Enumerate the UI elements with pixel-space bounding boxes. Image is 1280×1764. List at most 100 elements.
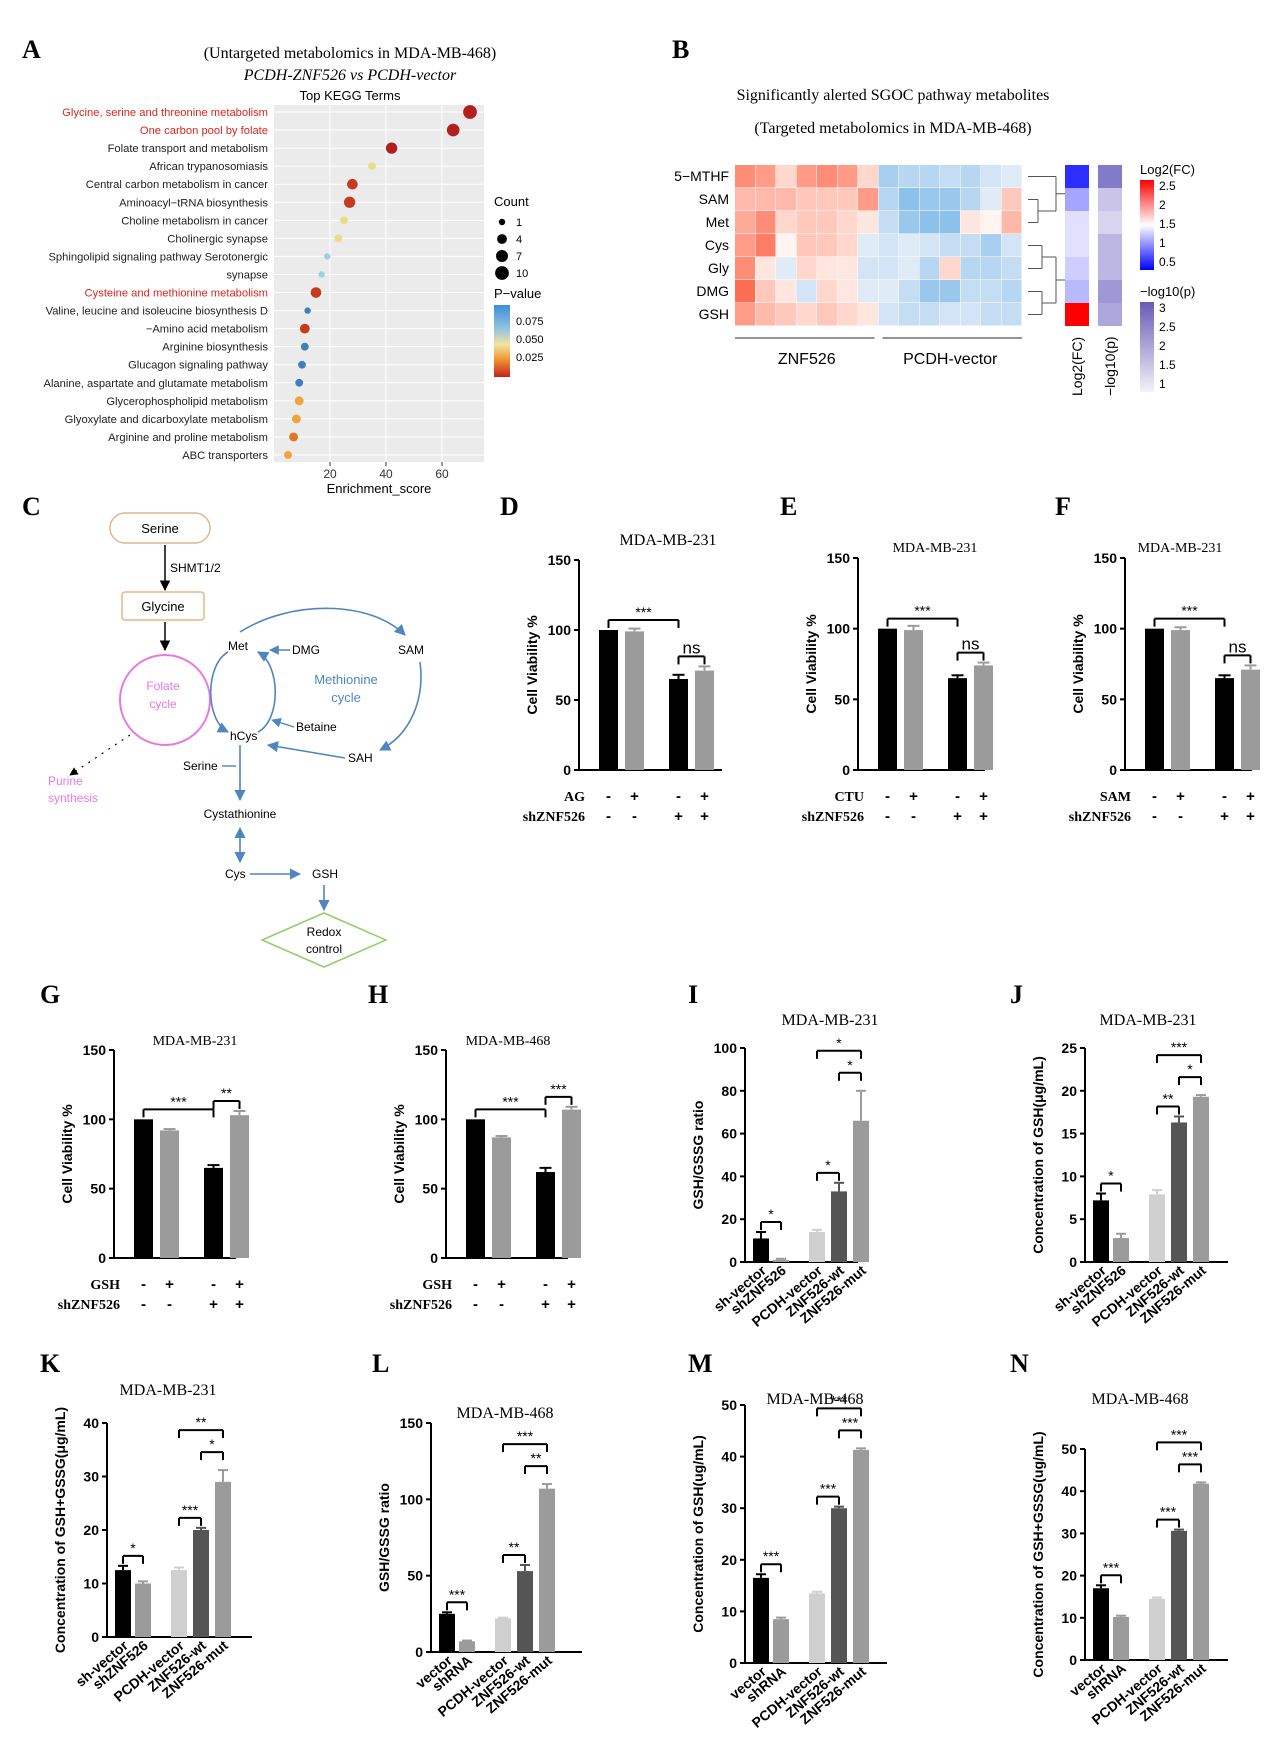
- panel-b-heat-cell: [796, 165, 817, 188]
- panel-b: B Significantly alerted SGOC pathway meta…: [672, 35, 1195, 396]
- sig-label: ***: [1171, 1039, 1188, 1055]
- panel-b-heat-cell: [960, 234, 981, 257]
- panel-b-heat-cell: [899, 165, 919, 188]
- panel-a-xlabel: Enrichment_score: [327, 481, 432, 496]
- y-tick-label: 100: [83, 1111, 107, 1127]
- panel-b-p-legend-title: −log10(p): [1140, 284, 1195, 299]
- panel-b-heat-cell: [776, 188, 796, 211]
- panel-a-dot: [304, 307, 311, 314]
- purine-label: Purine synthesis: [48, 774, 98, 805]
- treatment-sign: +: [567, 1296, 576, 1313]
- panel-a-count-legend-value: 4: [516, 234, 522, 246]
- treatment-label: shZNF526: [58, 1298, 120, 1313]
- panel-b-group-label: PCDH-vector: [903, 351, 998, 368]
- panel-b-row-label: 5−MTHF: [674, 168, 729, 184]
- treatment-label: GSH: [422, 1278, 452, 1293]
- panel-b-p-cell: [1098, 303, 1122, 326]
- panel-b-fc-tick: 0.5: [1159, 255, 1176, 269]
- y-tick-label: 30: [721, 1500, 737, 1516]
- treatment-label: AG: [564, 790, 585, 805]
- panel-title: MDA-MB-231: [153, 1034, 238, 1049]
- panel-a-term-label: Glucagon signaling pathway: [128, 360, 268, 372]
- panel-title: MDA-MB-468: [1092, 1391, 1189, 1408]
- sig-label: *: [1108, 1168, 1114, 1184]
- redox-label: Redox control: [306, 925, 342, 956]
- panel-b-heat-cell: [735, 280, 755, 303]
- panel-b-heat-cell: [940, 165, 960, 188]
- treatment-sign: -: [606, 788, 611, 805]
- sah-node: SAH: [348, 751, 373, 765]
- panel-b-heat-cell: [940, 234, 960, 257]
- panel-a-dot: [295, 378, 304, 387]
- panel-b-heat-cell: [817, 234, 837, 257]
- sig-label: **: [509, 1539, 520, 1555]
- bar: [1241, 669, 1260, 770]
- y-tick-label: 0: [1109, 762, 1117, 778]
- panel-b-heat-cell: [755, 234, 776, 257]
- panel-b-heat-cell: [878, 165, 899, 188]
- panel-a-dot: [463, 105, 477, 119]
- folate-to-purine-arrow: [69, 734, 131, 776]
- panel-b-heat-cell: [1001, 257, 1022, 280]
- y-tick-label: 100: [1094, 621, 1118, 637]
- panel-b-fc-cell: [1065, 303, 1089, 326]
- shmt-label: SHMT1/2: [170, 561, 221, 575]
- panel-b-heat-cell: [878, 303, 899, 326]
- y-tick-label: 0: [1069, 1652, 1077, 1668]
- panel-b-heat-cell: [981, 188, 1001, 211]
- y-tick-label: 50: [721, 1397, 737, 1413]
- y-tick-label: 10: [721, 1603, 737, 1619]
- panel-a-p-legend-value: 0.075: [516, 316, 544, 328]
- panel-n: N MDA-MB-468 0 10 20 30 40 50 Concentration of G…: [1010, 1349, 1228, 1728]
- sig-label: ***: [517, 1428, 534, 1444]
- sig-label: ***: [1171, 1426, 1188, 1442]
- panel-a-title-2: PCDH-ZNF526 vs PCDH-vector: [243, 67, 457, 84]
- panel-b-heat-cell: [837, 211, 858, 234]
- panel-b-p-tick: 2: [1159, 339, 1166, 353]
- methionine-cycle-label: Methionine cycle: [314, 672, 378, 705]
- bar: [1093, 1588, 1109, 1660]
- panel-title: MDA-MB-231: [782, 1012, 879, 1029]
- y-tick-label: 50: [1061, 1441, 1077, 1457]
- bar: [1113, 1238, 1129, 1262]
- treatment-sign: +: [909, 788, 918, 805]
- panel-b-heat-cell: [960, 211, 981, 234]
- panel-letter-k: K: [40, 1349, 61, 1378]
- panel-a-term-label: Aminoacyl−tRNA biosynthesis: [119, 197, 268, 209]
- treatment-sign: -: [1152, 788, 1157, 805]
- bar: [193, 1530, 209, 1637]
- sig-label: ns: [683, 638, 701, 657]
- gsh-node: GSH: [312, 867, 338, 881]
- panel-b-p-tick: 1.5: [1159, 358, 1176, 372]
- panel-b-heat-cell: [1001, 211, 1022, 234]
- panel-b-heat-cell: [940, 211, 960, 234]
- panel-b-heat-cell: [960, 257, 981, 280]
- panel-b-heat-cell: [858, 211, 878, 234]
- y-tick-label: 20: [1061, 1568, 1077, 1584]
- y-axis-label: Concentration of GSH(ug/mL): [690, 1435, 706, 1633]
- treatment-sign: +: [541, 1296, 550, 1313]
- sig-label: ***: [914, 603, 931, 619]
- panel-b-heat-cell: [817, 188, 837, 211]
- y-axis-label: Concentration of GSH+GSSG(μg/mL): [52, 1407, 68, 1653]
- panel-title: MDA-MB-231: [1100, 1012, 1197, 1029]
- sig-label: *: [768, 1206, 774, 1222]
- y-tick-label: 50: [555, 692, 571, 708]
- y-tick-label: 150: [400, 1415, 424, 1431]
- serine-node: Serine: [141, 521, 179, 536]
- sig-label: ***: [1182, 1448, 1199, 1464]
- bar: [809, 1232, 825, 1262]
- panel-b-heat-cell: [981, 303, 1001, 326]
- panel-b-heat-cell: [796, 211, 817, 234]
- sig-label: *: [1187, 1061, 1193, 1077]
- redox-diamond: [260, 912, 388, 968]
- panel-a-title: (Untargeted metabolomics in MDA-MB-468): [204, 45, 497, 62]
- panel-b-heat-cell: [919, 257, 940, 280]
- treatment-label: shZNF526: [1069, 810, 1131, 825]
- bar: [831, 1508, 847, 1663]
- panel-b-heat-cell: [1001, 303, 1022, 326]
- panel-b-row-label: Cys: [705, 237, 729, 253]
- panel-a-dot: [289, 432, 299, 442]
- panel-b-fc-tick: 2: [1159, 198, 1166, 212]
